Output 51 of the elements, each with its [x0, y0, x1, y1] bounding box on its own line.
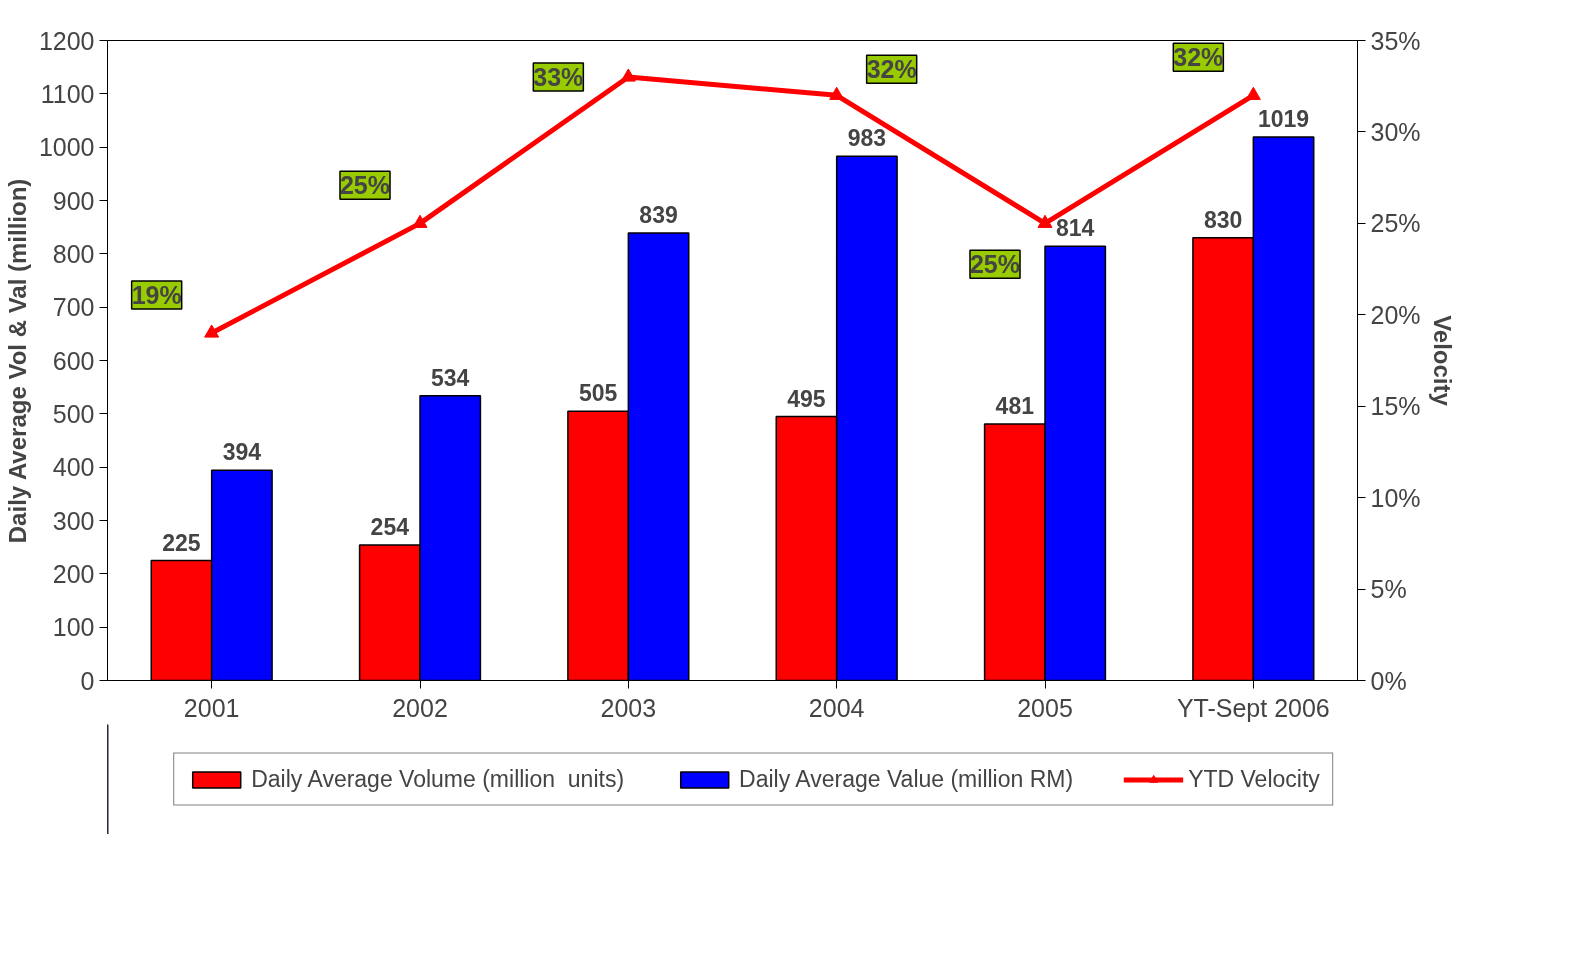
y2-tick-label: 30%	[1370, 117, 1421, 146]
point	[1037, 214, 1053, 228]
y-axis-title: Daily Average Vol & Val (million)	[3, 178, 31, 544]
data-label: 534	[431, 364, 470, 391]
x-tick-label: YT-Sept 2006	[1176, 693, 1330, 722]
y-tick-label: 800	[52, 239, 95, 268]
y-tick-label: 0	[80, 666, 95, 695]
y-tick-label: 1000	[38, 133, 95, 162]
y-tick-label: 300	[52, 506, 95, 535]
y2-tick-label: 15%	[1370, 392, 1421, 421]
y-tick-label: 600	[52, 346, 95, 375]
legend-label: Daily Average Volume (million units)	[251, 765, 625, 793]
data-label: 254	[370, 514, 410, 541]
y-tick-label: 200	[52, 559, 95, 588]
data-label: 814	[1056, 215, 1095, 242]
data-label: 495	[787, 385, 826, 412]
data-label: 225	[162, 529, 201, 556]
data-label: 983	[847, 125, 887, 152]
y2-tick-label: 10%	[1370, 483, 1421, 512]
y-tick-label: 400	[52, 453, 95, 482]
legend-label: YTD Velocity	[1188, 765, 1320, 793]
y-tick-label: 100	[52, 613, 95, 642]
y2-tick-label: 20%	[1370, 300, 1421, 329]
y-tick-label: 1100	[40, 79, 95, 108]
y-tick-label: 500	[52, 399, 95, 428]
data-label: 830	[1203, 206, 1243, 233]
data-label: 19%	[131, 281, 182, 310]
x-tick-label: 2001	[183, 693, 240, 722]
y-tick-label: 1200	[38, 26, 95, 55]
y-tick-label: 900	[52, 186, 95, 215]
y2-tick-label: 5%	[1370, 575, 1407, 604]
y2-axis-title: Velocity	[1428, 315, 1456, 407]
data-label: 394	[222, 439, 262, 466]
x-tick-label: 2002	[392, 693, 448, 722]
point	[412, 214, 428, 228]
point	[204, 324, 220, 338]
x-tick-label: 2005	[1017, 693, 1073, 722]
y2-tick-label: 0%	[1370, 666, 1407, 695]
data-label: 481	[995, 392, 1035, 419]
x-tick-label: 2003	[600, 693, 657, 722]
data-label: 1019	[1257, 106, 1310, 133]
point	[620, 68, 636, 82]
y2-tick-label: 35%	[1370, 26, 1421, 55]
data-label: 505	[578, 380, 618, 407]
y2-tick-label: 25%	[1370, 209, 1421, 238]
legend-label: Daily Average Value (million RM)	[739, 765, 1074, 793]
y-tick-label: 700	[52, 293, 95, 322]
data-label: 839	[639, 202, 678, 229]
point	[829, 86, 845, 100]
point	[1245, 86, 1261, 100]
x-tick-label: 2004	[808, 693, 865, 722]
